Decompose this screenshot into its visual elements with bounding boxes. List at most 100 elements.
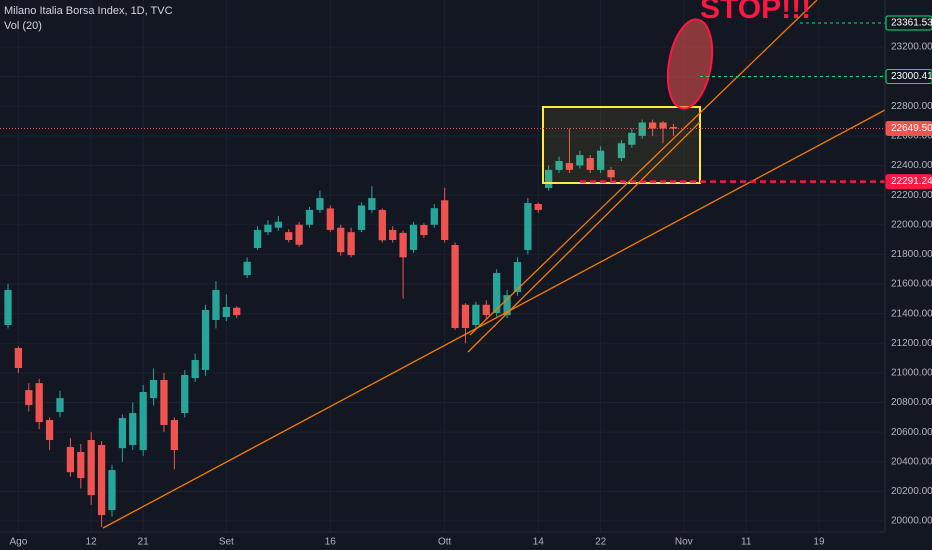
y-tick-label: 22200.00 [891, 190, 932, 201]
candle-body [56, 398, 64, 412]
candle-body [513, 262, 522, 292]
trend-line [467, 121, 701, 353]
candle-body [181, 374, 189, 414]
candle-body [607, 169, 615, 178]
candle-body [149, 380, 158, 399]
candle-body [170, 420, 178, 451]
candle-body [35, 383, 43, 423]
annotation: STOP!!! [700, 0, 811, 25]
price-label-box [885, 15, 932, 31]
candle-body [565, 163, 574, 170]
candle-body [441, 200, 449, 240]
candle-body [555, 161, 563, 170]
candle-body [253, 229, 262, 248]
candle-body [4, 289, 12, 326]
candle-body [420, 225, 428, 236]
candle-body [472, 304, 480, 326]
price-label-box [885, 69, 932, 85]
price-label-box [885, 121, 932, 137]
candle-body [482, 304, 490, 316]
candle-body [160, 380, 168, 426]
candle-body [14, 348, 23, 368]
candle-body [357, 205, 366, 230]
axes: 20000.00 20200.00 20400.00 20600.00 20800.00… [10, 15, 932, 548]
x-tick-label: Ago [10, 537, 28, 548]
candle-body [222, 306, 230, 318]
y-tick-label: 21200.00 [891, 338, 932, 349]
chart-title: Milano Italia Borsa Index, 1D, TVC [4, 5, 173, 17]
y-tick-label: 20000.00 [891, 516, 932, 527]
y-tick-label: 20800.00 [891, 397, 932, 408]
candle-body [87, 440, 95, 496]
x-tick-label: 12 [86, 537, 98, 548]
y-tick-label: 22000.00 [891, 219, 932, 230]
grid [0, 0, 885, 532]
candle-body [617, 143, 626, 159]
y-tick-label: 20600.00 [891, 427, 932, 438]
price-label: 23361.53 [891, 18, 932, 29]
trend-line [102, 109, 886, 529]
x-tick-label: 19 [813, 537, 825, 548]
candle-body [45, 420, 54, 440]
candle-body [378, 209, 386, 241]
candle-body [659, 122, 667, 129]
candle-body [648, 122, 657, 129]
x-tick-label: 22 [595, 537, 607, 548]
candle-body [409, 224, 418, 250]
candle-body [316, 198, 324, 210]
candle-body [524, 203, 532, 250]
candle-body [399, 232, 407, 258]
y-tick-label: 21000.00 [891, 368, 932, 379]
candle-body [201, 309, 210, 370]
y-tick-label: 22400.00 [891, 160, 932, 171]
x-tick-label: Set [219, 537, 234, 548]
candle-body [305, 209, 314, 225]
candle-body [576, 155, 584, 166]
y-tick-label: 22800.00 [891, 101, 932, 112]
candle-body [451, 245, 459, 328]
price-label: 23000.41 [891, 71, 932, 82]
candle-body [25, 390, 33, 406]
candle-body [243, 261, 251, 276]
y-tick-label: 21600.00 [891, 279, 932, 290]
drawings [102, 0, 886, 529]
candle-body [274, 221, 282, 228]
candle-body [586, 158, 594, 170]
y-tick-label: 21400.00 [891, 308, 932, 319]
candle-body [503, 295, 511, 316]
candles [4, 119, 678, 527]
candle-body [97, 445, 106, 516]
candle-body [326, 208, 334, 230]
x-tick-label: 14 [533, 537, 545, 548]
candle-body [493, 273, 501, 314]
y-tick-label: 20400.00 [891, 456, 932, 467]
candle-body [347, 232, 355, 256]
range-box [542, 106, 701, 184]
candle-body [285, 232, 293, 240]
x-tick-label: Ott [438, 537, 452, 548]
y-tick-label: 20200.00 [891, 486, 932, 497]
x-tick-label: Nov [675, 537, 693, 548]
trend-line [469, 0, 818, 336]
x-tick-label: 16 [325, 537, 337, 548]
y-tick-label: 21800.00 [891, 249, 932, 260]
candle-body [461, 304, 470, 328]
candle-body [597, 150, 605, 170]
candle-body [233, 307, 241, 316]
indicator-label: Vol (20) [4, 20, 42, 32]
candle-body [337, 227, 345, 253]
candle-body [638, 122, 646, 136]
candle-body [534, 204, 542, 210]
candle-body [669, 126, 678, 129]
candle-body [430, 208, 438, 225]
candle-body [368, 198, 376, 210]
candle-body [295, 224, 303, 245]
candle-body [264, 224, 272, 233]
candle-body [66, 446, 75, 473]
candle-body [545, 169, 553, 188]
candle-body [212, 289, 220, 320]
candle-body [389, 229, 397, 240]
x-tick-label: 11 [741, 537, 752, 548]
